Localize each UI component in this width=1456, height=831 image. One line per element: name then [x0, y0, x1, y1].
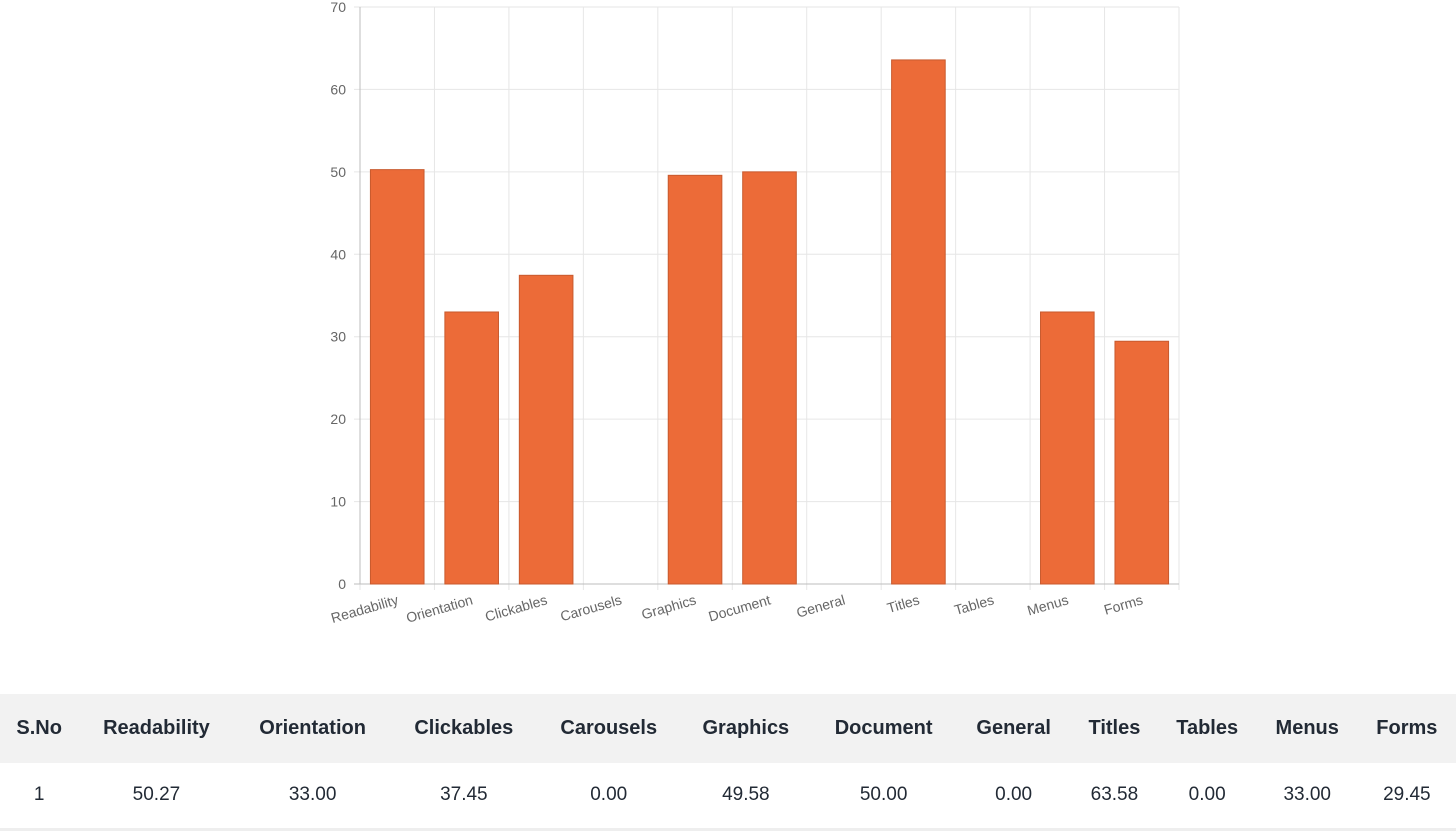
table-cell: 0.00: [590, 784, 628, 806]
y-tick-label: 30: [330, 329, 346, 345]
x-tick-label: Menus: [1025, 592, 1070, 619]
table-cell: 63.58: [1090, 784, 1139, 806]
table-header-cell: General: [976, 717, 1051, 739]
table-cell: 33.00: [288, 784, 337, 806]
bar-forms: [1114, 340, 1170, 585]
table-header-cell: S.No: [16, 717, 62, 739]
y-tick-label: 60: [330, 81, 346, 97]
table-header-cell: Forms: [1376, 717, 1438, 739]
table-row: 1 50.27 33.00 37.45 0.00 49.58 50.00 0.00 63.58 0…: [0, 763, 1456, 829]
table-header-row: S.No Readability Orientation Clickables Caro…: [0, 694, 1456, 763]
table-cell: 1: [33, 784, 45, 806]
table-header-cell: Tables: [1176, 717, 1239, 739]
x-tick-label: Orientation: [404, 592, 474, 626]
bar-readability: [369, 169, 425, 585]
x-tick-label: Tables: [952, 592, 995, 619]
table-header-cell: Readability: [103, 717, 210, 739]
table-header-cell: Document: [834, 717, 933, 739]
y-tick-label: 20: [330, 411, 346, 427]
bar-titles: [891, 59, 946, 585]
score-chart: 0 10 20 30 40 50 60 70 Readability Orientation Cli…: [329, 0, 1180, 626]
table-header-cell: Menus: [1275, 717, 1339, 739]
x-tick-label: Document: [707, 591, 773, 624]
bar-menus: [1040, 311, 1095, 585]
bar-clickables: [518, 274, 574, 585]
bar-document: [742, 171, 797, 585]
x-tick-label: Graphics: [640, 592, 698, 623]
table-header-cell: Titles: [1088, 717, 1141, 739]
x-tick-label: Forms: [1102, 592, 1145, 618]
table-header-cell: Graphics: [702, 717, 790, 739]
bar-orientation: [444, 311, 499, 585]
y-tick-label: 50: [330, 164, 346, 180]
table-body: 1 50.27 33.00 37.45 0.00 49.58 50.00 0.00 63.58 0…: [0, 763, 1456, 829]
y-tick-label: 0: [338, 576, 346, 592]
score-table-container: S.No Readability Orientation Clickables Caro…: [0, 694, 1456, 831]
table-cell: 33.00: [1283, 784, 1331, 806]
bar-chart-svg: 0 10 20 30 40 50 60 70 Readability Orientation Cli…: [329, 0, 1180, 626]
y-tick-label: 40: [330, 246, 346, 262]
table-cell: 29.45: [1383, 784, 1431, 806]
x-tick-label: General: [794, 592, 846, 621]
table-header-cell: Carousels: [560, 717, 658, 739]
table-header-cell: Clickables: [414, 717, 514, 739]
table-cell: 37.45: [440, 784, 488, 806]
table-cell: 0.00: [1188, 784, 1226, 806]
y-tick-label: 10: [330, 494, 346, 510]
y-tick-label: 70: [330, 0, 346, 15]
table-cell: 50.27: [132, 784, 181, 806]
bar-graphics: [667, 174, 723, 585]
x-tick-label: Readability: [329, 592, 400, 626]
x-tick-label: Titles: [885, 592, 921, 616]
table-cell: 49.58: [722, 784, 770, 806]
x-tick-label: Clickables: [483, 592, 549, 625]
score-table: S.No Readability Orientation Clickables Caro…: [0, 694, 1456, 831]
table-header-cell: Orientation: [259, 717, 366, 739]
table-cell: 0.00: [995, 784, 1033, 806]
table-cell: 50.00: [859, 784, 908, 806]
x-tick-label: Carousels: [558, 592, 623, 625]
